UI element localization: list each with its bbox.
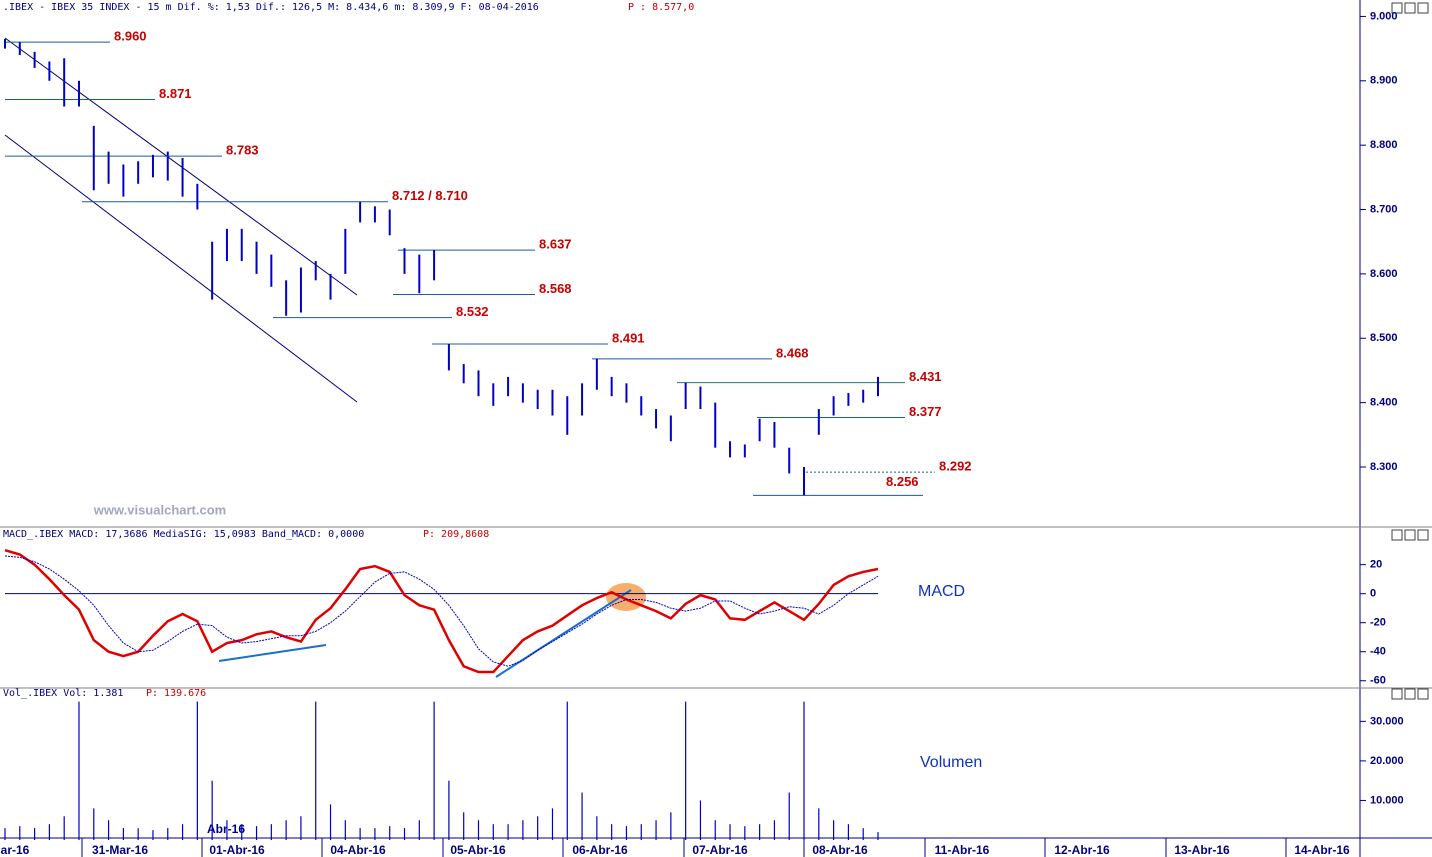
volume-header: Vol_.IBEX Vol: 1.381 xyxy=(3,688,123,699)
y-tick-label: -40 xyxy=(1370,646,1386,658)
x-tick-label: 08-Abr-16 xyxy=(812,843,868,857)
macd-line xyxy=(4,555,879,667)
y-tick-label: 20 xyxy=(1370,559,1382,571)
level-label: 8.292 xyxy=(939,459,972,474)
macd-label: MACD xyxy=(918,583,965,600)
overlay-label: Abr-16 xyxy=(207,822,245,836)
x-tick-label: ar-16 xyxy=(1,843,30,857)
macd-header-p: P: 209,8608 xyxy=(423,529,489,540)
y-tick-label: 20.000 xyxy=(1370,755,1404,767)
level-label: 8.491 xyxy=(612,330,645,345)
trend-line xyxy=(218,644,327,662)
x-tick-label: 06-Abr-16 xyxy=(572,843,628,857)
y-tick-label: 8.700 xyxy=(1370,203,1398,215)
window-buttons[interactable] xyxy=(1391,2,1429,700)
y-tick-label: 9.000 xyxy=(1370,10,1398,22)
level-label: 8.637 xyxy=(539,237,572,252)
y-tick-label: -60 xyxy=(1370,675,1386,687)
y-tick-label: 8.500 xyxy=(1370,332,1398,344)
y-tick-label: -20 xyxy=(1370,617,1386,629)
x-tick-label: 14-Abr-16 xyxy=(1294,843,1350,857)
level-label: 8.783 xyxy=(226,143,259,158)
macd-line xyxy=(4,548,879,674)
y-tick-label: 8.900 xyxy=(1370,75,1398,87)
level-label: 8.712 / 8.710 xyxy=(392,188,468,203)
level-label: 8.468 xyxy=(776,345,809,360)
volume-label: Volumen xyxy=(920,754,982,771)
x-tick-label: 04-Abr-16 xyxy=(330,843,386,857)
x-tick-label: 01-Abr-16 xyxy=(209,843,265,857)
y-tick-label: 8.800 xyxy=(1370,139,1398,151)
level-label: 8.377 xyxy=(909,404,942,419)
y-tick-label: 8.600 xyxy=(1370,268,1398,280)
x-tick-label: 12-Abr-16 xyxy=(1054,843,1110,857)
volume-header-p: P: 139.676 xyxy=(146,688,206,699)
y-tick-label: 8.300 xyxy=(1370,461,1398,473)
macd-header: MACD_.IBEX MACD: 17,3686 MediaSIG: 15,09… xyxy=(3,529,364,540)
level-label: 8.871 xyxy=(159,86,192,101)
price-header: .IBEX - IBEX 35 INDEX - 15 m Dif. %: 1,5… xyxy=(3,2,539,13)
channel-line xyxy=(4,134,358,403)
level-label: 8.568 xyxy=(539,281,572,296)
level-label: 8.256 xyxy=(886,474,919,489)
y-tick-label: 30.000 xyxy=(1370,715,1404,727)
level-label: 8.431 xyxy=(909,369,942,384)
level-label: 8.532 xyxy=(456,304,489,319)
crossover-highlight xyxy=(606,583,646,611)
x-tick-label: 05-Abr-16 xyxy=(450,843,506,857)
y-tick-label: 10.000 xyxy=(1370,794,1404,806)
watermark: www.visualchart.com xyxy=(93,502,226,517)
y-tick-label: 8.400 xyxy=(1370,397,1398,409)
x-tick-label: 13-Abr-16 xyxy=(1174,843,1230,857)
x-tick-label: 31-Mar-16 xyxy=(92,843,148,857)
x-tick-label: 11-Abr-16 xyxy=(935,843,990,857)
level-label: 8.960 xyxy=(114,29,147,44)
price-header-p: P : 8.577,0 xyxy=(628,2,694,13)
y-tick-label: 0 xyxy=(1370,588,1376,600)
x-tick-label: 07-Abr-16 xyxy=(692,843,748,857)
